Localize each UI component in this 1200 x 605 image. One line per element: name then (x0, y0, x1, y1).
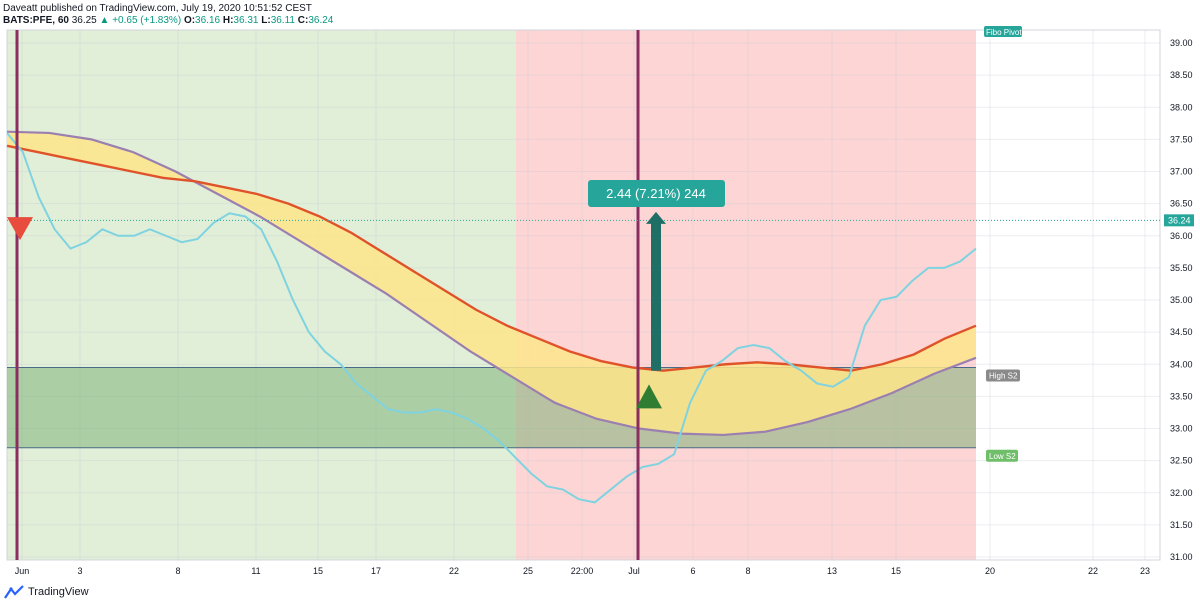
x-tick-label: 17 (371, 566, 381, 576)
y-tick-label: 35.00 (1170, 295, 1193, 305)
bearish-period-background (516, 30, 976, 560)
x-tick-label: 20 (985, 566, 995, 576)
y-tick-label: 34.50 (1170, 327, 1193, 337)
x-tick-label: 23 (1140, 566, 1150, 576)
close-label: C: (297, 15, 309, 26)
last-price: 36.25 (71, 15, 97, 26)
measure-arrow-icon (646, 211, 666, 224)
high-s2-label: High S2 (989, 371, 1018, 380)
fibo-pivot-tag (984, 26, 1022, 37)
x-tick-label: 8 (175, 566, 180, 576)
sell-signal-icon (7, 217, 33, 241)
y-tick-label: 37.50 (1170, 134, 1193, 144)
y-tick-label: 33.00 (1170, 424, 1193, 434)
low-label: L: (261, 15, 271, 26)
y-tick-label: 32.00 (1170, 488, 1193, 498)
fibo-pivot-label: Fibo Pivot (986, 28, 1022, 37)
low-s2-tag (986, 449, 1018, 462)
x-tick-label: Jun (15, 566, 30, 576)
x-tick-label: 13 (827, 566, 837, 576)
high-s2-tag (986, 369, 1020, 382)
x-tick-label: 15 (891, 566, 901, 576)
fast-ma-line (6, 132, 977, 504)
y-tick-label: 33.50 (1170, 391, 1193, 401)
y-tick-label: 36.50 (1170, 199, 1193, 209)
symbol-ohlc-bar: BATS:PFE, 60 36.25 ▲ +0.65 (+1.83%) O:36… (3, 15, 333, 27)
measure-label-box (588, 180, 725, 207)
close-value: 36.24 (308, 15, 334, 26)
purple-ma-line (6, 130, 977, 437)
open-value: 36.16 (195, 15, 221, 26)
measure-label: 2.44 (7.21%) 244 (606, 186, 706, 201)
buy-signal-icon (636, 384, 662, 409)
change-up-icon: ▲ (99, 15, 110, 26)
plot-frame (6, 29, 1161, 561)
publish-info: Daveatt published on TradingView.com, Ju… (3, 3, 312, 14)
tradingview-logo-icon (4, 585, 24, 599)
x-tick-label: Jul (628, 566, 640, 576)
x-tick-label: 8 (745, 566, 750, 576)
orange-ma-line (6, 144, 977, 372)
symbol-label: BATS:PFE, 60 (3, 15, 69, 26)
y-tick-label: 32.50 (1170, 456, 1193, 466)
low-value: 36.11 (270, 15, 295, 26)
y-tick-label: 31.50 (1170, 520, 1193, 530)
y-tick-label: 36.00 (1170, 231, 1193, 241)
x-tick-label: 3 (77, 566, 82, 576)
price-change: +0.65 (+1.83%) (112, 15, 182, 26)
y-tick-label: 31.00 (1170, 552, 1193, 562)
x-tick-label: 15 (313, 566, 323, 576)
tradingview-brand[interactable]: TradingView (4, 585, 89, 599)
last-price-tag (1164, 214, 1194, 227)
y-tick-label: 34.00 (1170, 359, 1193, 369)
x-tick-label: 22 (449, 566, 459, 576)
x-tick-label: 11 (251, 566, 260, 576)
y-tick-label: 35.50 (1170, 263, 1193, 273)
high-label: H: (222, 15, 234, 26)
tradingview-brand-label: TradingView (28, 586, 89, 598)
last-price-axis-label: 36.24 (1168, 215, 1191, 225)
x-tick-label: 22:00 (571, 566, 594, 576)
x-tick-label: 6 (690, 566, 695, 576)
x-tick-label: 25 (523, 566, 533, 576)
high-value: 36.31 (233, 15, 259, 26)
ma-cloud (7, 131, 976, 435)
y-tick-label: 37.00 (1170, 167, 1193, 177)
y-tick-label: 38.50 (1170, 70, 1193, 80)
y-tick-label: 38.00 (1170, 102, 1193, 112)
open-label: O: (183, 15, 196, 26)
x-tick-label: 22 (1088, 566, 1098, 576)
y-tick-label: 39.00 (1170, 38, 1193, 48)
measure-bar (651, 221, 661, 371)
low-s2-label: Low S2 (989, 452, 1016, 461)
